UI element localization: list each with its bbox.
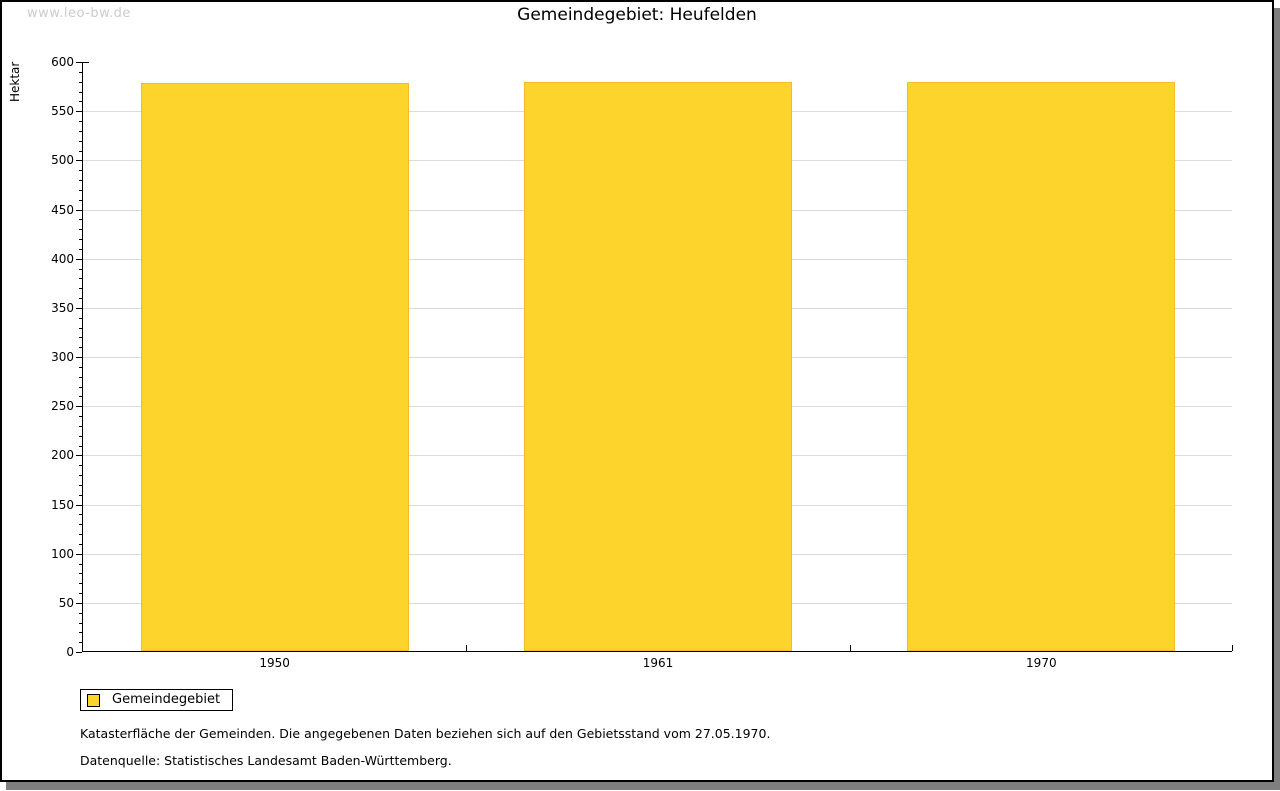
- y-tick-540: [79, 121, 82, 122]
- y-tick-400: [76, 258, 82, 260]
- y-tick-120: [79, 534, 82, 535]
- legend: Gemeindegebiet: [80, 689, 234, 711]
- y-tick-150: [76, 504, 82, 506]
- y-tick-320: [79, 337, 82, 339]
- y-tick-label-550: 550: [51, 104, 74, 119]
- y-axis-endcap: [83, 62, 89, 63]
- y-tick-360: [79, 298, 82, 299]
- y-tick-470: [79, 189, 82, 191]
- plot-area: 1950 1961 1970 0 50 100 150 200 250 300 350 400 450 5…: [51, 56, 1233, 670]
- y-tick-130: [79, 524, 82, 526]
- y-tick-590: [79, 71, 82, 73]
- chart-title: Gemeindegebiet: Heufelden: [517, 5, 757, 25]
- y-tick-label-250: 250: [51, 399, 74, 414]
- y-tick-190: [79, 465, 82, 467]
- y-tick-350: [76, 307, 82, 309]
- y-tick-520: [79, 140, 82, 142]
- y-tick-560: [79, 101, 82, 103]
- y-tick-330: [79, 327, 82, 329]
- y-tick-310: [79, 347, 82, 349]
- y-tick-460: [79, 199, 82, 201]
- y-tick-50: [76, 602, 82, 604]
- y-tick-210: [79, 445, 82, 447]
- y-tick-label-400: 400: [51, 251, 74, 266]
- y-tick-170: [79, 484, 82, 486]
- footnote-source-note: Katasterfläche der Gemeinden. Die angege…: [80, 726, 771, 741]
- x-boundary-tick-1: [466, 645, 468, 651]
- bar-1950: [140, 82, 409, 651]
- y-tick-300: [76, 357, 82, 358]
- y-tick-label-500: 500: [51, 153, 74, 168]
- y-tick-280: [79, 376, 82, 378]
- y-tick-80: [79, 573, 82, 575]
- bar-1961: [523, 81, 793, 651]
- y-tick-label-100: 100: [51, 546, 74, 561]
- y-tick-label-600: 600: [51, 55, 74, 69]
- y-tick-370: [79, 288, 82, 290]
- bar-1970: [907, 81, 1176, 651]
- y-tick-label-200: 200: [51, 448, 74, 463]
- y-tick-100: [76, 553, 82, 555]
- x-category-label-1970: 1970: [1026, 656, 1057, 670]
- y-tick-label-300: 300: [51, 350, 74, 364]
- y-tick-480: [79, 180, 82, 181]
- x-category-label-1950: 1950: [259, 656, 290, 670]
- y-tick-410: [79, 248, 82, 250]
- y-tick-20: [79, 632, 82, 634]
- y-tick-260: [79, 396, 82, 398]
- y-tick-580: [79, 81, 82, 83]
- legend-swatch-icon: [87, 693, 100, 707]
- y-tick-250: [76, 406, 82, 408]
- y-tick-220: [79, 435, 82, 437]
- y-tick-label-150: 150: [51, 497, 74, 512]
- y-tick-60: [79, 593, 82, 594]
- y-tick-390: [79, 268, 82, 270]
- x-boundary-tick-3: [1232, 645, 1233, 651]
- y-tick-530: [79, 130, 82, 132]
- y-tick-600: [76, 62, 82, 63]
- y-tick-10: [79, 642, 82, 644]
- y-tick-90: [79, 563, 82, 565]
- y-tick-290: [79, 366, 82, 368]
- y-tick-500: [76, 160, 82, 162]
- y-tick-label-50: 50: [58, 595, 74, 610]
- y-tick-270: [79, 386, 82, 388]
- y-tick-label-0: 0: [66, 645, 74, 659]
- footnote-data-source: Datenquelle: Statistisches Landesamt Bad…: [80, 753, 452, 768]
- y-tick-label-350: 350: [51, 300, 74, 315]
- y-tick-70: [79, 583, 82, 585]
- y-tick-0: [76, 652, 82, 653]
- x-category-label-1961: 1961: [642, 656, 674, 670]
- watermark: www.leo-bw.de: [27, 6, 131, 21]
- y-tick-510: [79, 150, 82, 152]
- y-tick-140: [79, 514, 82, 516]
- y-tick-380: [79, 278, 82, 280]
- y-tick-40: [79, 612, 82, 614]
- y-tick-240: [79, 416, 82, 417]
- legend-label: Gemeindegebiet: [112, 692, 221, 707]
- y-tick-160: [79, 494, 82, 496]
- y-tick-440: [79, 219, 82, 221]
- y-tick-570: [79, 91, 82, 93]
- y-tick-340: [79, 317, 82, 319]
- y-tick-230: [79, 425, 82, 427]
- y-tick-180: [79, 475, 82, 476]
- y-axis-label: Hektar: [8, 61, 22, 102]
- y-tick-550: [76, 111, 82, 113]
- y-tick-490: [79, 170, 82, 172]
- y-tick-30: [79, 622, 82, 624]
- x-boundary-tick-2: [849, 645, 851, 651]
- y-tick-200: [76, 455, 82, 457]
- y-tick-110: [79, 543, 82, 545]
- y-tick-450: [76, 209, 82, 211]
- y-tick-420: [79, 239, 82, 240]
- y-tick-label-450: 450: [51, 202, 74, 217]
- y-tick-430: [79, 229, 82, 231]
